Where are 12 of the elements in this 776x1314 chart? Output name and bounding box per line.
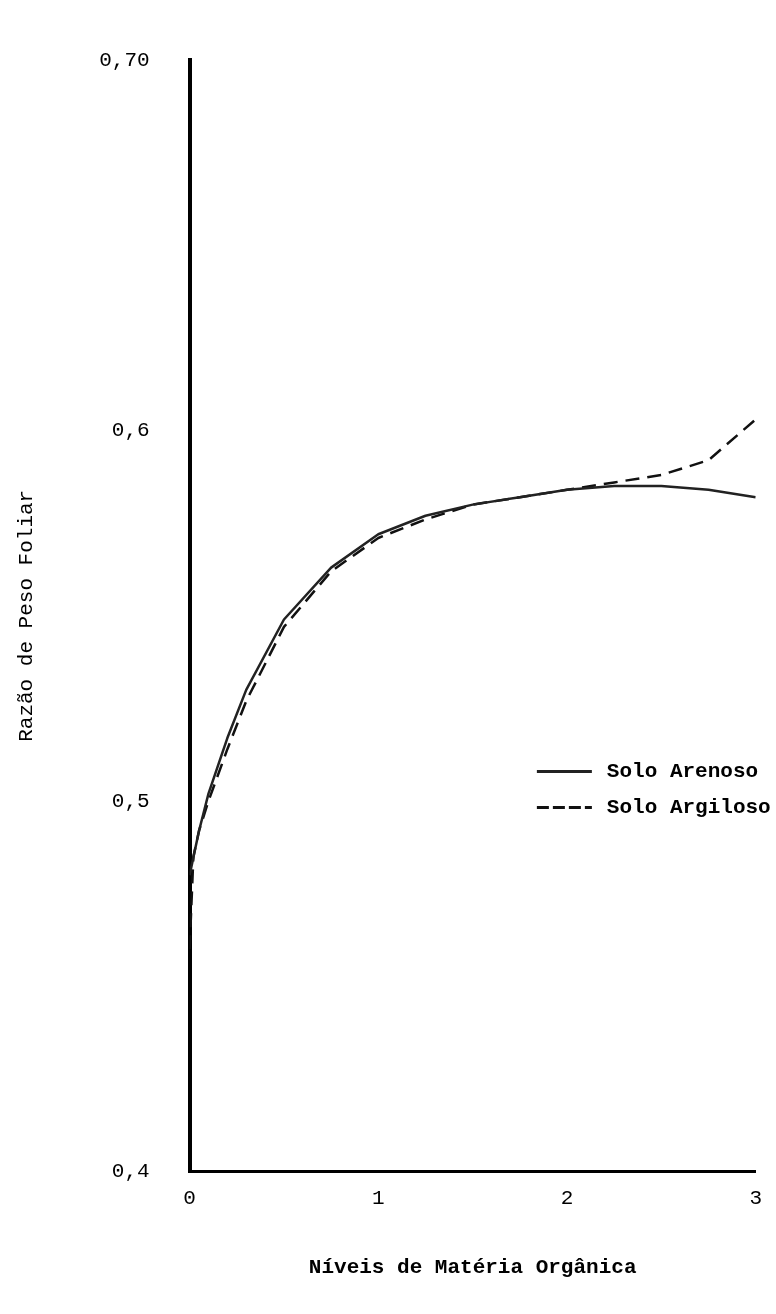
x-tick-label: 1 bbox=[372, 1186, 385, 1210]
legend-label: Solo Argiloso bbox=[606, 795, 771, 819]
x-tick-label: 3 bbox=[749, 1186, 762, 1210]
y-tick-label: 0,70 bbox=[99, 48, 150, 72]
x-tick-label: 2 bbox=[560, 1186, 574, 1210]
y-tick-label: 0,6 bbox=[111, 419, 150, 443]
x-axis-title: Níveis de Matéria Orgânica bbox=[308, 1255, 637, 1279]
y-tick-label: 0,5 bbox=[111, 789, 150, 813]
legend-label: Solo Arenoso bbox=[606, 759, 759, 783]
y-axis-title: Razão de Peso Foliar bbox=[15, 489, 39, 742]
x-tick-label: 0 bbox=[183, 1186, 196, 1210]
y-tick-label: 0,4 bbox=[111, 1160, 150, 1184]
